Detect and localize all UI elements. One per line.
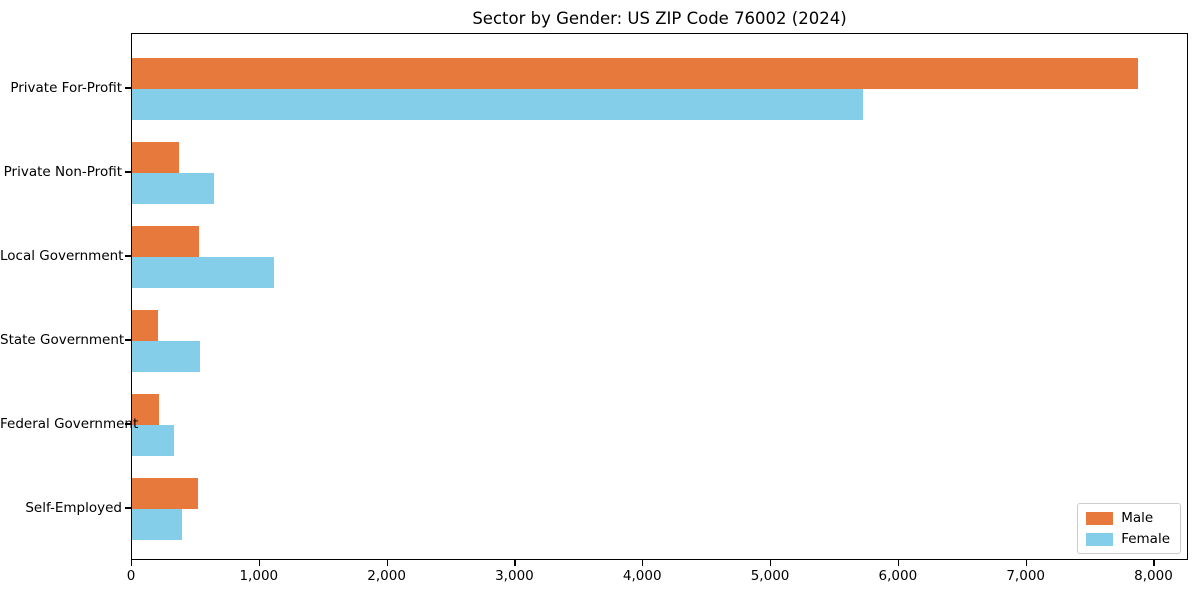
bar-female-2 — [132, 257, 274, 288]
legend-swatch-male-icon — [1086, 511, 1114, 525]
ytick-mark-0 — [125, 87, 131, 89]
ytick-label-3: State Government — [0, 332, 125, 348]
xtick-label-5: 5,000 — [750, 568, 790, 584]
xtick-mark-1 — [258, 560, 260, 566]
bar-female-4 — [132, 425, 174, 456]
bar-female-0 — [132, 89, 864, 120]
xtick-label-0: 0 — [126, 568, 136, 584]
xtick-mark-0 — [131, 560, 133, 566]
xtick-label-4: 4,000 — [622, 568, 662, 584]
bar-male-4 — [132, 394, 160, 425]
bar-female-5 — [132, 509, 182, 540]
ytick-label-0: Private For-Profit — [10, 80, 122, 96]
xtick-mark-7 — [1025, 560, 1027, 566]
legend-item-male: Male — [1086, 510, 1170, 526]
xtick-label-1: 1,000 — [239, 568, 279, 584]
xtick-mark-8 — [1153, 560, 1155, 566]
legend-label-male: Male — [1121, 510, 1154, 526]
legend: Male Female — [1077, 503, 1181, 554]
ytick-mark-4 — [125, 423, 131, 425]
xtick-label-3: 3,000 — [495, 568, 534, 584]
ytick-label-5: Self-Employed — [25, 500, 122, 516]
bar-female-3 — [132, 341, 200, 372]
bar-female-1 — [132, 173, 215, 204]
chart-title: Sector by Gender: US ZIP Code 76002 (202… — [472, 9, 847, 28]
xtick-mark-2 — [386, 560, 388, 566]
legend-swatch-female-icon — [1086, 532, 1114, 546]
bar-male-2 — [132, 226, 200, 257]
xtick-mark-4 — [642, 560, 644, 566]
legend-item-female: Female — [1086, 531, 1170, 547]
bar-male-3 — [132, 310, 158, 341]
legend-label-female: Female — [1121, 531, 1170, 547]
ytick-label-1: Private Non-Profit — [3, 164, 122, 180]
xtick-mark-6 — [897, 560, 900, 566]
ytick-mark-2 — [125, 255, 131, 257]
bar-male-0 — [132, 58, 1138, 89]
xtick-label-8: 8,000 — [1134, 568, 1173, 584]
ytick-mark-5 — [125, 507, 131, 509]
xtick-mark-3 — [514, 560, 516, 566]
bar-male-1 — [132, 142, 180, 173]
ytick-label-2: Local Government — [0, 248, 124, 264]
bar-male-5 — [132, 478, 198, 509]
xtick-label-2: 2,000 — [367, 568, 406, 584]
plot-area — [131, 33, 1188, 560]
xtick-label-6: 6,000 — [878, 568, 918, 584]
xtick-label-7: 7,000 — [1006, 568, 1045, 584]
ytick-mark-3 — [125, 339, 131, 341]
ytick-label-4: Federal Government — [0, 416, 139, 432]
ytick-mark-1 — [125, 171, 131, 173]
xtick-mark-5 — [770, 560, 772, 566]
